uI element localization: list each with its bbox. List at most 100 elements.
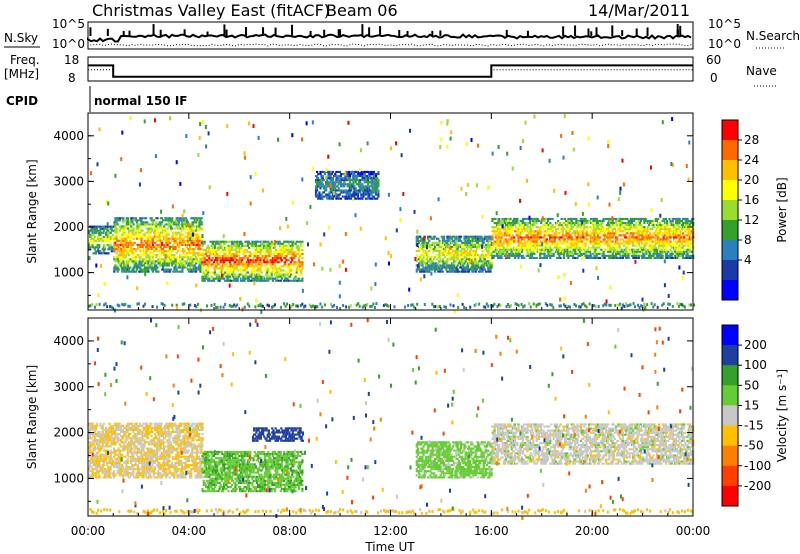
echo-cell — [142, 252, 145, 255]
echo-cell — [114, 229, 117, 232]
echo-cell — [472, 262, 475, 265]
echo-cell — [553, 226, 556, 229]
echo-cell — [320, 177, 323, 180]
echo-cell — [146, 266, 149, 269]
echo-cell — [143, 235, 146, 238]
echo-cell — [359, 175, 362, 178]
echo-cell — [123, 268, 126, 271]
echo-cell — [459, 252, 463, 255]
echo-cell — [600, 230, 603, 233]
echo-cell — [191, 262, 194, 265]
echo-cell — [280, 255, 283, 258]
echo-cell — [377, 173, 380, 176]
echo-cell — [249, 261, 252, 264]
echo-cell — [557, 244, 560, 247]
echo-cell — [266, 263, 269, 266]
echo-cell — [611, 228, 614, 231]
echo-cell — [233, 273, 236, 276]
echo-cell — [175, 225, 178, 228]
echo-cell — [294, 263, 297, 266]
echo-cell — [197, 217, 200, 220]
echo-cell — [289, 271, 293, 274]
echo-cell — [575, 252, 578, 255]
echo-cell — [550, 230, 553, 233]
echo-cell — [376, 177, 379, 180]
echo-cell — [115, 252, 118, 255]
echo-cell — [528, 248, 531, 251]
echo-cell — [137, 233, 140, 236]
echo-cell — [219, 242, 222, 245]
echo-cell — [190, 235, 193, 238]
echo-cell — [296, 267, 299, 270]
echo-cell — [297, 257, 301, 260]
echo-cell — [151, 243, 154, 246]
echo-cell — [176, 241, 179, 244]
echo-cell — [158, 237, 161, 240]
echo-cell — [494, 248, 497, 251]
echo-cell — [575, 217, 578, 220]
echo-cell — [124, 266, 127, 269]
echo-cell — [582, 242, 585, 245]
echo-cell — [494, 236, 497, 239]
echo-cell — [282, 242, 285, 245]
echo-cell — [425, 258, 429, 261]
echo-cell — [141, 235, 144, 238]
echo-cell — [174, 264, 177, 267]
echo-cell — [603, 230, 606, 233]
echo-cell — [489, 248, 492, 251]
echo-cell — [580, 242, 584, 245]
echo-cell — [546, 252, 550, 255]
echo-cell — [641, 234, 644, 237]
echo-cell — [299, 263, 302, 266]
echo-cell — [142, 223, 145, 226]
echo-cell — [224, 250, 227, 253]
echo-cell — [509, 246, 512, 249]
echo-cell — [584, 246, 587, 249]
nsky-tick-bottom: 10^0 — [52, 37, 85, 51]
echo-cell — [199, 252, 202, 255]
echo-cell — [609, 242, 612, 245]
echo-cell — [122, 217, 125, 220]
echo-cell — [111, 225, 114, 228]
echo-cell — [444, 256, 447, 259]
echo-cell — [425, 256, 429, 259]
echo-cell — [156, 217, 159, 220]
echo-cell — [182, 237, 185, 240]
echo-cell — [118, 217, 122, 220]
echo-cell — [592, 224, 595, 227]
echo-cell — [628, 236, 631, 239]
echo-cell — [630, 228, 634, 231]
echo-cell — [133, 270, 136, 273]
echo-cell — [569, 222, 572, 225]
echo-cell — [510, 238, 513, 241]
echo-cell — [348, 181, 352, 184]
echo-cell — [353, 179, 356, 182]
echo-cell — [639, 232, 643, 235]
echo-cell — [171, 262, 174, 265]
echo-cell — [577, 232, 580, 235]
echo-cell — [617, 242, 620, 245]
echo-cell — [151, 268, 154, 271]
echo-cell — [292, 273, 295, 276]
echo-cell — [459, 250, 463, 253]
echo-cell — [491, 219, 494, 222]
echo-cell — [507, 228, 510, 231]
echo-cell — [558, 238, 561, 241]
echo-cell — [216, 259, 219, 262]
echo-cell — [331, 181, 335, 184]
echo-cell — [578, 234, 581, 237]
echo-cell — [138, 270, 141, 273]
echo-cell — [632, 234, 635, 237]
echo-cell — [172, 248, 175, 251]
echo-cell — [114, 260, 117, 263]
echo-cell — [215, 257, 218, 260]
echo-cell — [257, 248, 260, 251]
echo-cell — [233, 240, 236, 243]
echo-cell — [263, 257, 266, 260]
echo-cell — [163, 225, 166, 228]
echo-cell — [517, 242, 520, 245]
echo-cell — [634, 224, 637, 227]
echo-cell — [209, 271, 212, 274]
echo-cell — [486, 260, 489, 263]
echo-cell — [241, 257, 244, 260]
